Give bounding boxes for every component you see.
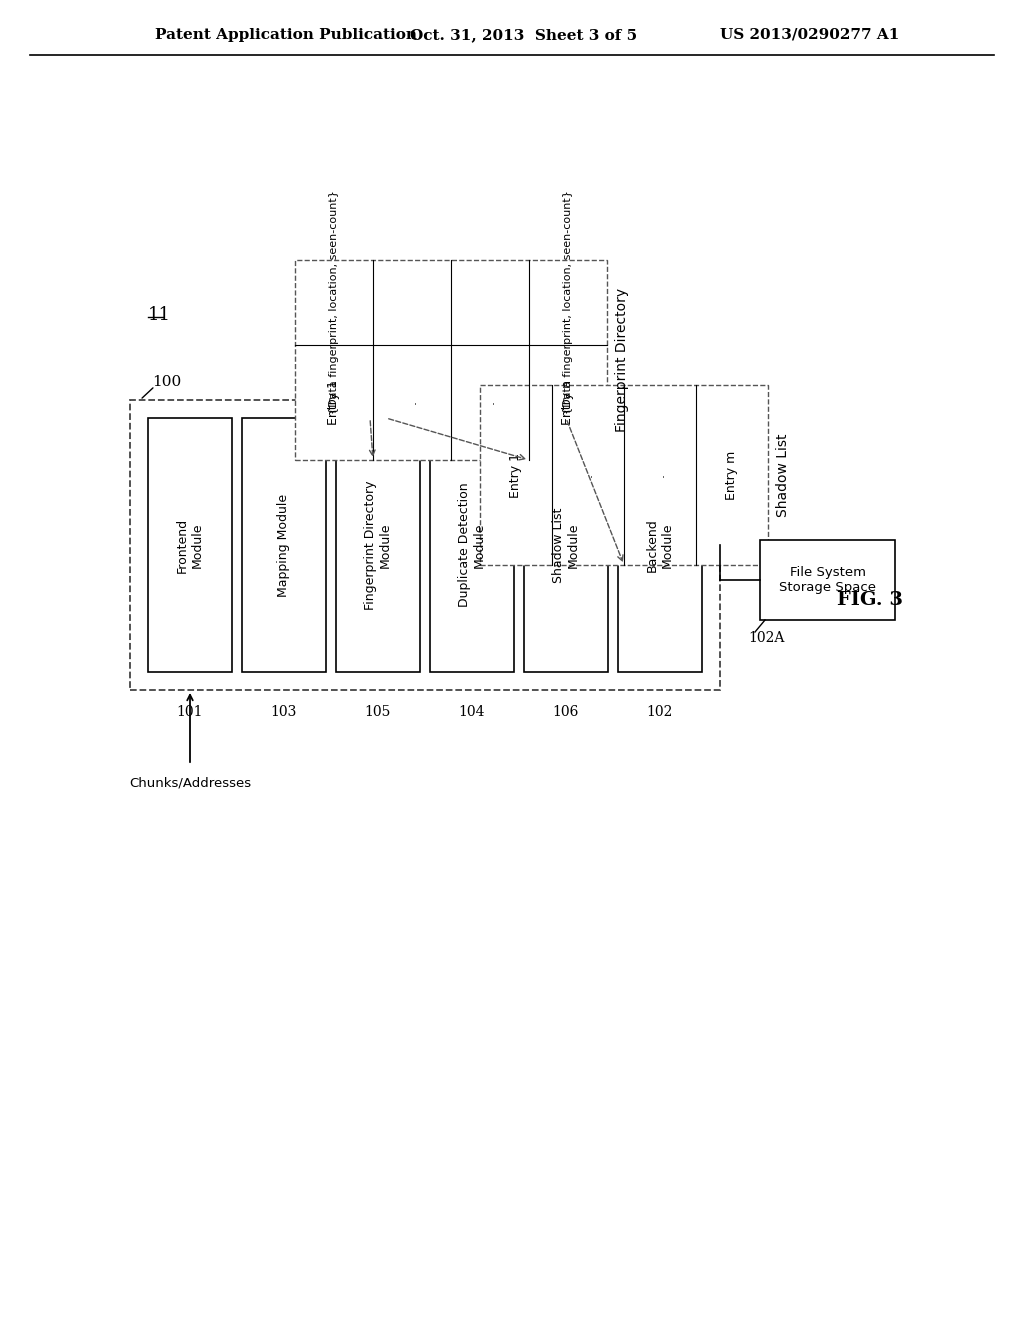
Bar [242,418,326,672]
Text: {Data fingerprint, location, seen-count}: {Data fingerprint, location, seen-count} [329,190,339,414]
Bar [148,418,232,672]
Bar [130,400,720,690]
Text: 101: 101 [177,705,203,719]
Text: 102: 102 [647,705,673,719]
Text: .: . [406,400,419,404]
Text: 100: 100 [152,375,181,389]
Text: 11: 11 [148,306,171,323]
Text: Mapping Module: Mapping Module [278,494,291,597]
Text: 102A: 102A [748,631,784,645]
Text: 103: 103 [270,705,297,719]
Text: Duplicate Detection
Module: Duplicate Detection Module [458,483,486,607]
Text: File System
Storage Space: File System Storage Space [779,566,876,594]
Text: .: . [582,473,595,477]
Text: Entry 1: Entry 1 [328,380,341,425]
Text: {Data fingerprint, location, seen-count}: {Data fingerprint, location, seen-count} [563,190,573,414]
Bar [480,385,768,565]
Text: Entry n: Entry n [561,380,574,425]
Bar [336,418,420,672]
Text: Shadow List: Shadow List [776,433,790,516]
Text: Fingerprint Directory: Fingerprint Directory [615,288,629,432]
Bar [760,540,895,620]
Text: Frontend
Module: Frontend Module [176,517,204,573]
Text: 104: 104 [459,705,485,719]
Text: Entry 1: Entry 1 [510,453,522,498]
Bar [618,418,702,672]
Text: Backend
Module: Backend Module [646,519,674,572]
Text: 106: 106 [553,705,580,719]
Text: FIG. 3: FIG. 3 [837,591,903,609]
Text: 105: 105 [365,705,391,719]
Text: .: . [483,400,497,404]
Text: Entry m: Entry m [725,450,738,500]
Bar [295,260,607,459]
Text: Shadow List
Module: Shadow List Module [552,507,580,582]
Text: .: . [653,473,667,477]
Bar [524,418,608,672]
Text: Fingerprint Directory
Module: Fingerprint Directory Module [364,480,392,610]
Bar [430,418,514,672]
Text: Chunks/Addresses: Chunks/Addresses [129,776,251,789]
Text: US 2013/0290277 A1: US 2013/0290277 A1 [720,28,899,42]
Text: Oct. 31, 2013  Sheet 3 of 5: Oct. 31, 2013 Sheet 3 of 5 [410,28,637,42]
Text: Patent Application Publication: Patent Application Publication [155,28,417,42]
